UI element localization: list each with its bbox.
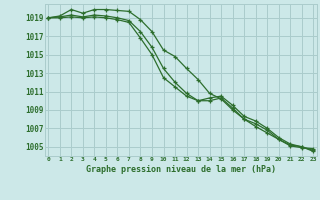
X-axis label: Graphe pression niveau de la mer (hPa): Graphe pression niveau de la mer (hPa) (86, 165, 276, 174)
